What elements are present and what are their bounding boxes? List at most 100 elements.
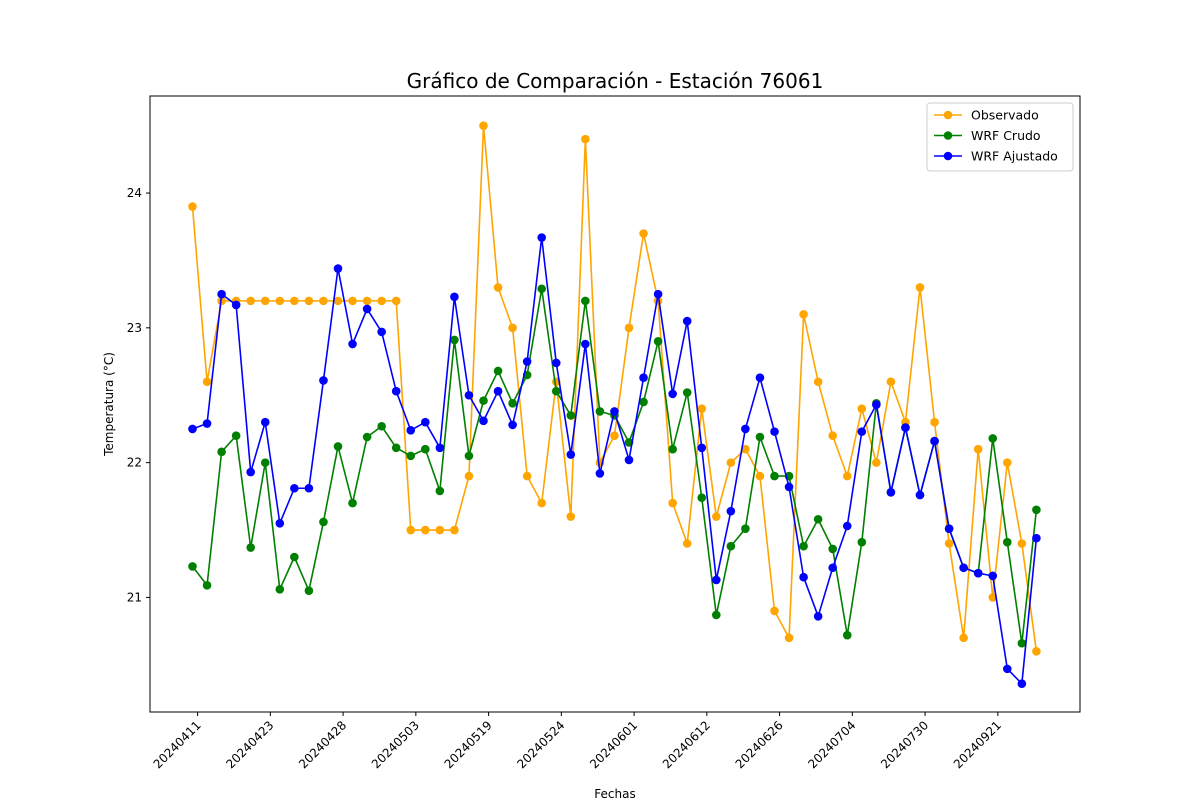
data-point-observado <box>319 296 328 306</box>
y-tick-label: 22 <box>127 456 142 470</box>
data-point-wrf-crudo <box>682 388 692 397</box>
data-point-observado <box>799 310 808 319</box>
data-point-observado <box>450 525 459 535</box>
data-point-wrf-ajustado <box>493 386 503 396</box>
data-point-wrf-ajustado <box>319 376 328 385</box>
data-point-observado <box>479 121 488 130</box>
data-point-wrf-crudo <box>712 610 721 620</box>
data-point-observado <box>421 525 430 535</box>
data-point-observado <box>508 323 517 333</box>
data-point-observado <box>813 377 823 387</box>
data-point-wrf-crudo <box>726 541 736 551</box>
data-point-observado <box>377 296 386 306</box>
data-point-wrf-crudo <box>304 586 314 595</box>
legend-label-observado: Observado <box>971 108 1039 123</box>
data-point-observado <box>275 296 285 306</box>
data-point-wrf-crudo <box>246 543 255 552</box>
y-axis-label: Temperatura (°C) <box>102 352 116 457</box>
data-point-observado <box>566 512 576 521</box>
data-point-observado <box>682 539 692 548</box>
legend-label-wrf-crudo: WRF Crudo <box>971 128 1041 143</box>
data-point-wrf-ajustado <box>726 506 736 516</box>
data-point-observado <box>973 444 983 454</box>
data-point-wrf-crudo <box>231 431 241 440</box>
data-point-wrf-crudo <box>537 284 546 294</box>
data-point-wrf-crudo <box>1017 638 1027 648</box>
data-point-wrf-ajustado <box>260 417 270 427</box>
data-point-wrf-ajustado <box>653 289 663 299</box>
data-point-wrf-ajustado <box>362 304 372 314</box>
data-point-observado <box>726 458 736 467</box>
data-point-wrf-ajustado <box>1003 664 1012 674</box>
data-point-observado <box>464 471 474 481</box>
data-point-observado <box>333 296 343 306</box>
data-point-wrf-ajustado <box>333 264 343 273</box>
data-point-wrf-ajustado <box>202 419 212 428</box>
data-point-wrf-ajustado <box>391 386 401 396</box>
data-point-wrf-crudo <box>290 552 299 562</box>
data-point-observado <box>435 525 445 535</box>
data-point-wrf-ajustado <box>930 436 939 446</box>
data-point-wrf-crudo <box>406 451 416 461</box>
data-point-wrf-crudo <box>581 296 590 306</box>
chart-title: Gráfico de Comparación - Estación 76061 <box>407 69 824 93</box>
data-point-observado <box>348 296 357 306</box>
data-point-wrf-ajustado <box>246 467 255 477</box>
data-point-wrf-crudo <box>348 498 357 508</box>
y-tick-label: 21 <box>127 590 142 604</box>
data-point-wrf-crudo <box>1032 505 1041 515</box>
data-point-wrf-ajustado <box>813 612 823 621</box>
series-wrf-ajustado <box>188 233 1041 688</box>
y-tick-label: 23 <box>127 321 142 335</box>
data-point-observado <box>872 458 881 467</box>
data-point-observado <box>1017 539 1027 548</box>
data-point-observado <box>188 202 197 211</box>
data-point-wrf-crudo <box>260 458 270 467</box>
data-point-wrf-ajustado <box>1017 679 1027 688</box>
data-point-wrf-ajustado <box>610 407 619 416</box>
data-point-wrf-crudo <box>493 366 503 376</box>
data-point-observado <box>930 417 939 427</box>
data-point-observado <box>202 377 212 387</box>
legend-marker-observado <box>943 110 953 120</box>
data-point-wrf-crudo <box>828 544 837 554</box>
data-point-observado <box>944 539 954 548</box>
legend-label-wrf-ajustado: WRF Ajustado <box>971 149 1058 164</box>
data-point-wrf-ajustado <box>348 339 357 349</box>
data-point-observado <box>828 431 837 440</box>
y-tick-label: 24 <box>127 186 142 200</box>
data-point-observado <box>610 431 619 440</box>
data-point-wrf-ajustado <box>639 373 648 383</box>
data-point-wrf-ajustado <box>755 373 765 383</box>
data-point-wrf-ajustado <box>435 443 445 453</box>
data-point-observado <box>1032 647 1041 656</box>
data-point-wrf-crudo <box>217 447 226 457</box>
data-point-wrf-crudo <box>799 541 808 551</box>
data-point-wrf-crudo <box>464 451 474 461</box>
data-point-wrf-ajustado <box>406 425 416 435</box>
data-point-wrf-ajustado <box>421 417 430 427</box>
data-point-wrf-ajustado <box>450 292 459 302</box>
data-point-wrf-ajustado <box>886 487 896 497</box>
data-point-wrf-ajustado <box>464 390 474 400</box>
y-axis: 21 22 23 24 <box>127 186 150 604</box>
data-point-wrf-crudo <box>435 486 445 496</box>
data-point-wrf-ajustado <box>682 316 692 326</box>
data-point-observado <box>537 498 546 508</box>
data-point-wrf-ajustado <box>784 482 794 492</box>
data-point-wrf-ajustado <box>231 300 241 310</box>
data-point-wrf-crudo <box>391 443 401 453</box>
data-point-wrf-crudo <box>566 411 576 420</box>
data-point-wrf-crudo <box>508 399 517 408</box>
data-point-wrf-crudo <box>421 444 430 454</box>
data-point-wrf-ajustado <box>770 427 779 436</box>
data-point-wrf-crudo <box>479 396 488 405</box>
data-point-observado <box>697 404 707 414</box>
data-point-wrf-ajustado <box>901 423 910 432</box>
legend-frame <box>926 102 1074 172</box>
series-layer <box>188 121 1041 688</box>
data-point-wrf-crudo <box>275 585 285 594</box>
data-point-observado <box>290 296 299 306</box>
data-point-wrf-crudo <box>377 421 386 431</box>
data-point-wrf-crudo <box>813 514 823 524</box>
